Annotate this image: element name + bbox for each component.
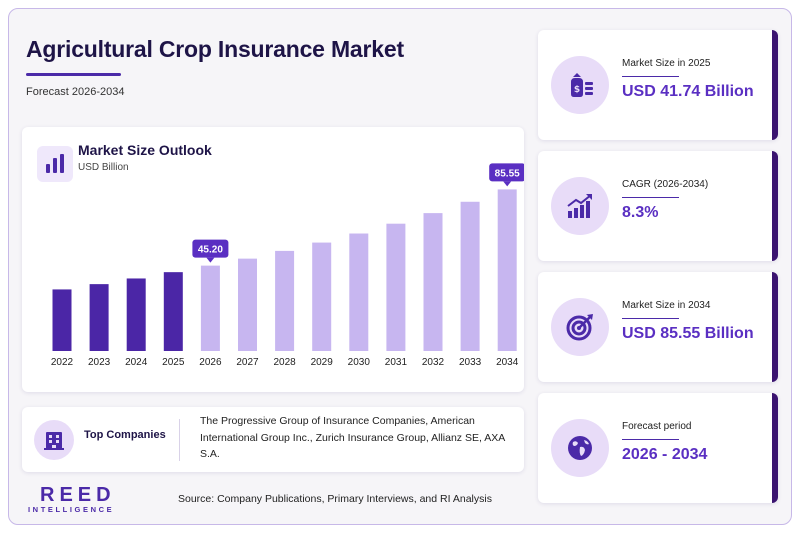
data-label-box xyxy=(489,163,524,182)
svg-text:$: $ xyxy=(574,85,580,95)
title-underline xyxy=(26,73,121,76)
bar-2022 xyxy=(52,289,72,351)
stat-card-forecast-period: Forecast period 2026 - 2034 xyxy=(538,393,778,503)
top-companies-list: The Progressive Group of Insurance Compa… xyxy=(200,415,505,460)
stat-rule xyxy=(622,197,679,198)
globe-icon xyxy=(551,419,609,477)
stat-label: CAGR (2026-2034) xyxy=(622,179,709,190)
bar-2029 xyxy=(312,242,332,351)
bar-2024 xyxy=(126,278,146,351)
x-tick-label: 2028 xyxy=(273,357,296,368)
bar-2034 xyxy=(497,189,517,351)
money-bag-icon: $ xyxy=(551,56,609,114)
stat-value: USD 85.55 Billion xyxy=(622,325,754,342)
x-tick-label: 2025 xyxy=(162,357,185,368)
bar-2025 xyxy=(163,272,183,351)
chart-unit-label: USD Billion xyxy=(78,162,129,173)
bar-2026 xyxy=(200,265,220,351)
bar-2028 xyxy=(275,250,295,351)
data-label: 45.20 xyxy=(198,245,223,256)
stat-value: 8.3% xyxy=(622,204,659,221)
stat-card-market-size-2025: $ Market Size in 2025 USD 41.74 Billion xyxy=(538,30,778,140)
x-tick-label: 2034 xyxy=(496,357,519,368)
x-tick-label: 2027 xyxy=(236,357,259,368)
data-label-pointer xyxy=(206,257,215,263)
brand-logo-tagline: INTELLIGENCE xyxy=(28,505,115,514)
stat-rule xyxy=(622,318,679,319)
brand-logo-name: REED xyxy=(40,484,116,506)
x-tick-label: 2022 xyxy=(51,357,74,368)
stat-value: USD 41.74 Billion xyxy=(622,83,754,100)
chart-title: Market Size Outlook xyxy=(78,142,212,158)
growth-chart-icon xyxy=(551,177,609,235)
bar-2031 xyxy=(386,223,406,351)
data-label-box xyxy=(192,239,229,258)
target-icon xyxy=(551,298,609,356)
stat-label: Market Size in 2025 xyxy=(622,58,711,69)
chart-card: Market Size Outlook USD Billion 2022 2023… xyxy=(22,127,524,392)
bar-2033 xyxy=(460,201,480,351)
bar-2027 xyxy=(238,258,257,351)
data-label-pointer xyxy=(503,181,512,187)
x-tick-label: 2033 xyxy=(459,357,482,368)
stat-label: Forecast period xyxy=(622,421,692,432)
x-tick-label: 2030 xyxy=(348,357,371,368)
x-tick-label: 2024 xyxy=(125,357,148,368)
x-tick-label: 2026 xyxy=(199,357,222,368)
stat-card-cagr: CAGR (2026-2034) 8.3% xyxy=(538,151,778,261)
building-icon xyxy=(34,420,74,460)
x-tick-label: 2032 xyxy=(422,357,445,368)
source-note: Source: Company Publications, Primary In… xyxy=(178,493,492,505)
top-companies-card: Top Companies The Progressive Group of I… xyxy=(22,407,524,472)
page-title: Agricultural Crop Insurance Market xyxy=(26,36,404,62)
bar-chart: 2022 2023 2024 2025 2026 45.20 2027 2028 2029 203… xyxy=(51,163,524,368)
divider xyxy=(179,419,180,461)
stat-card-market-size-2034: Market Size in 2034 USD 85.55 Billion xyxy=(538,272,778,382)
x-tick-label: 2029 xyxy=(311,357,334,368)
bar-2023 xyxy=(89,284,109,351)
x-tick-label: 2023 xyxy=(88,357,111,368)
top-companies-label: Top Companies xyxy=(84,429,166,441)
stat-rule xyxy=(622,439,679,440)
data-label: 85.55 xyxy=(495,168,520,179)
stat-value: 2026 - 2034 xyxy=(622,446,708,463)
stat-label: Market Size in 2034 xyxy=(622,300,711,311)
x-tick-label: 2031 xyxy=(385,357,408,368)
bar-2032 xyxy=(423,213,443,351)
bar-2030 xyxy=(349,233,369,351)
bar-chart-icon xyxy=(37,146,73,182)
stat-rule xyxy=(622,76,679,77)
page-subtitle: Forecast 2026-2034 xyxy=(26,86,125,98)
